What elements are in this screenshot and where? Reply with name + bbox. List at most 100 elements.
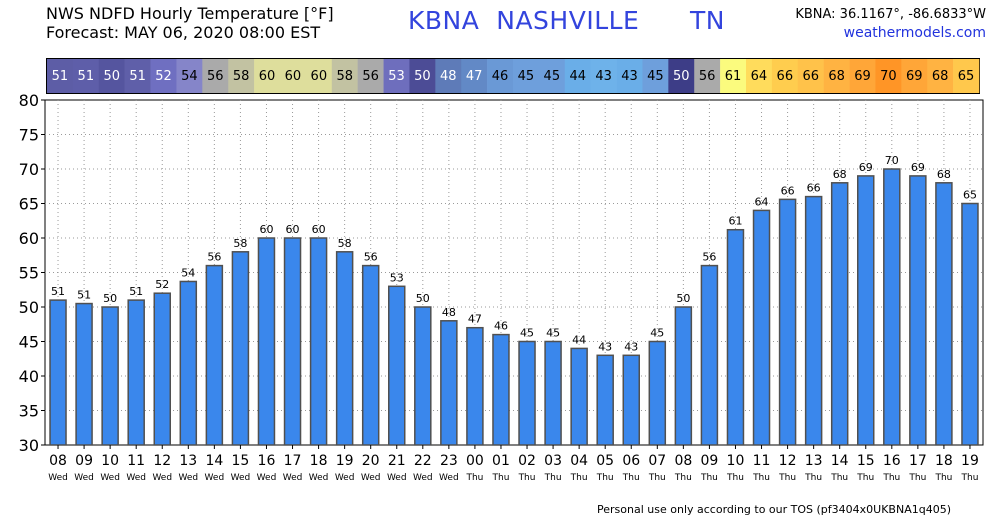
x-tick-day-label: Thu: [465, 473, 483, 483]
bar-value-label: 60: [286, 223, 300, 236]
bar-value-label: 44: [572, 333, 586, 346]
x-tick-day-label: Thu: [570, 473, 588, 483]
strip-cell-label: 65: [958, 69, 975, 84]
bar-value-label: 56: [702, 251, 716, 264]
x-tick-day-label: Thu: [544, 473, 562, 483]
x-tick-day-label: Thu: [778, 473, 796, 483]
temperature-bar: [49, 299, 67, 446]
temperature-bar: [388, 285, 406, 446]
strip-cell: [280, 59, 307, 93]
strip-cell: [487, 59, 514, 93]
strip-cell-label: 46: [492, 69, 509, 84]
strip-cell: [720, 59, 747, 93]
temperature-bar: [830, 182, 849, 446]
x-tick-day-label: Wed: [257, 473, 277, 483]
website-link[interactable]: weathermodels.com: [843, 25, 986, 41]
x-tick-hour-label: 01: [492, 453, 510, 469]
strip-cell: [435, 59, 462, 93]
bar-value-label: 58: [338, 237, 352, 250]
bar-value-label: 56: [364, 251, 378, 264]
strip-cell-label: 45: [518, 69, 535, 84]
x-tick-day-label: Thu: [700, 473, 718, 483]
x-tick-day-label: Wed: [283, 473, 303, 483]
bar-value-label: 66: [807, 182, 821, 195]
temperature-bar: [466, 326, 484, 446]
strip-cell: [642, 59, 669, 93]
strip-cell-label: 52: [155, 69, 172, 84]
x-tick-hour-label: 14: [831, 453, 849, 469]
y-tick-label: 80: [19, 91, 39, 110]
strip-cell-label: 64: [751, 69, 768, 84]
strip-cell-label: 56: [699, 69, 716, 84]
strip-cell-label: 45: [647, 69, 664, 84]
strip-cell-label: 60: [259, 69, 276, 84]
temperature-bar: [909, 175, 927, 446]
station-coordinates: KBNA: 36.1167°, -86.6833°W: [795, 7, 986, 22]
x-tick-day-label: Thu: [648, 473, 666, 483]
bar-value-label: 47: [468, 313, 482, 326]
temperature-bar: [648, 340, 667, 446]
x-tick-day-label: Wed: [152, 473, 172, 483]
x-tick-hour-label: 00: [466, 453, 484, 469]
temperature-bar: [961, 202, 979, 446]
bar-value-label: 64: [755, 195, 769, 208]
temperature-bar: [335, 251, 354, 446]
y-tick-label: 50: [19, 298, 39, 317]
x-tick-day-label: Thu: [726, 473, 744, 483]
bar-value-label: 66: [781, 184, 795, 197]
strip-cell: [47, 59, 74, 93]
temperature-bar: [283, 237, 302, 446]
x-tick-hour-label: 11: [753, 453, 771, 469]
strip-cell: [771, 59, 799, 93]
bar-value-label: 50: [103, 292, 117, 305]
x-tick-hour-label: 16: [883, 453, 901, 469]
x-tick-day-label: Thu: [752, 473, 770, 483]
bar-value-label: 52: [155, 278, 169, 291]
strip-cell-label: 58: [336, 69, 353, 84]
bar-value-label: 51: [129, 285, 143, 298]
strip-cell: [746, 59, 773, 93]
x-tick-hour-label: 08: [49, 453, 67, 469]
x-tick-day-label: Wed: [413, 473, 433, 483]
x-tick-hour-label: 06: [622, 453, 640, 469]
x-tick-day-label: Wed: [361, 473, 381, 483]
strip-cell: [823, 59, 850, 93]
y-tick-label: 65: [19, 195, 39, 214]
strip-cell: [849, 59, 876, 93]
strip-cell-label: 54: [181, 69, 198, 84]
temperature-bar: [935, 182, 953, 446]
x-tick-day-label: Wed: [439, 473, 459, 483]
x-tick-hour-label: 14: [205, 453, 223, 469]
strip-cell-label: 69: [906, 69, 923, 84]
bar-value-label: 43: [598, 340, 612, 353]
bar-value-label: 50: [676, 292, 690, 305]
bar-value-label: 61: [728, 215, 742, 228]
bar-value-label: 58: [233, 237, 247, 250]
strip-cell-label: 53: [388, 69, 405, 84]
forecast-issued: Forecast: MAY 06, 2020 08:00 EST: [46, 23, 321, 42]
strip-cell: [409, 59, 436, 93]
temperature-bar: [596, 354, 614, 446]
bar-value-label: 45: [546, 327, 560, 340]
x-tick-hour-label: 19: [961, 453, 979, 469]
y-tick-label: 55: [19, 264, 39, 283]
strip-cell-label: 68: [828, 69, 845, 84]
y-tick-label: 75: [19, 126, 39, 145]
bar-value-label: 54: [181, 266, 195, 279]
strip-cell: [513, 59, 540, 93]
y-tick-label: 35: [19, 402, 39, 421]
bar-value-label: 69: [911, 161, 925, 174]
bar-value-label: 68: [833, 168, 847, 181]
temperature-bar: [518, 340, 536, 446]
strip-cell: [875, 59, 902, 93]
temperature-bar: [205, 264, 224, 446]
x-tick-hour-label: 02: [518, 453, 536, 469]
x-tick-day-label: Wed: [309, 473, 329, 483]
strip-cell: [564, 59, 591, 93]
strip-cell-label: 48: [440, 69, 457, 84]
strip-cell: [590, 59, 617, 93]
x-tick-hour-label: 09: [701, 453, 719, 469]
x-tick-hour-label: 12: [779, 453, 797, 469]
bar-value-label: 43: [624, 340, 638, 353]
strip-cell-label: 43: [621, 69, 638, 84]
